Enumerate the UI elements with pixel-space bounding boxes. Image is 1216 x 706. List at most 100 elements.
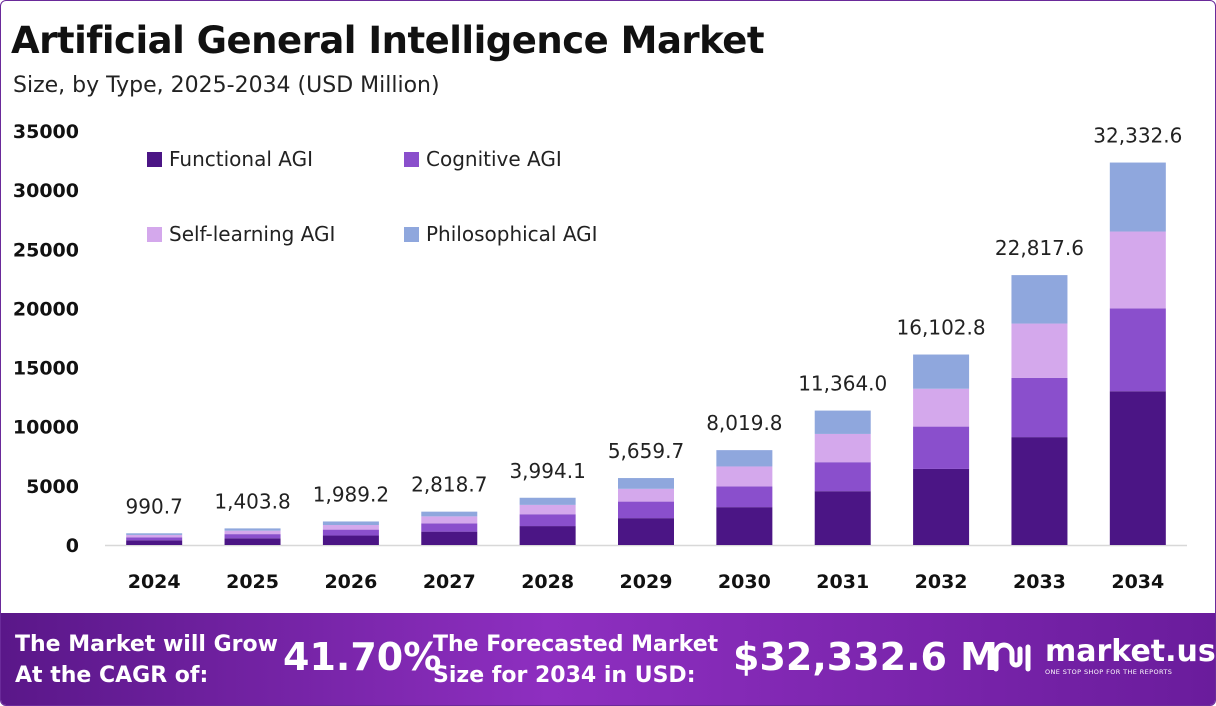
legend-swatch	[404, 151, 419, 167]
bar-total-label: 11,364.0	[798, 372, 887, 396]
y-tick-label: 15000	[13, 358, 79, 380]
bar-segment-cognitive-agi	[716, 486, 773, 508]
bar-segment-self-learning-agi	[1109, 231, 1166, 309]
bar-segment-philosophical-agi	[716, 450, 773, 467]
x-tick-label: 2031	[816, 571, 869, 593]
bar-segment-cognitive-agi	[1109, 308, 1166, 392]
legend-swatch	[147, 226, 162, 242]
logo-name: market.us	[1045, 634, 1216, 669]
x-tick-label: 2030	[718, 571, 771, 593]
legend-label: Philosophical AGI	[426, 222, 598, 246]
bar-total-label: 990.7	[126, 494, 183, 518]
bar-segment-philosophical-agi	[519, 497, 576, 505]
bar-segment-self-learning-agi	[126, 534, 183, 538]
legend-swatch	[404, 226, 419, 242]
bar-segment-self-learning-agi	[716, 466, 773, 487]
bar-segment-philosophical-agi	[814, 410, 871, 434]
chart-legend: Functional AGI Cognitive AGI Self-learning…	[147, 147, 647, 257]
bar-segment-functional-agi	[814, 491, 871, 545]
cagr-label-line2: At the CAGR of:	[15, 663, 209, 688]
bar-total-label: 2,818.7	[411, 473, 487, 497]
forecast-label-line2: Size for 2034 in USD:	[433, 663, 696, 688]
legend-label: Self-learning AGI	[169, 222, 336, 246]
bar-segment-philosophical-agi	[322, 521, 379, 526]
bar-segment-self-learning-agi	[1011, 323, 1068, 378]
cagr-label-line1: The Market will Grow	[15, 632, 278, 657]
bar-segment-functional-agi	[421, 531, 478, 545]
cagr-value: 41.70%	[283, 635, 442, 679]
legend-item: Philosophical AGI	[404, 222, 598, 246]
chart-title: Artificial General Intelligence Market	[11, 19, 765, 62]
legend-item: Cognitive AGI	[404, 147, 562, 171]
bar-segment-functional-agi	[126, 540, 183, 545]
bar-segment-functional-agi	[913, 468, 970, 545]
bar-segment-functional-agi	[224, 538, 281, 545]
y-tick-label: 25000	[13, 239, 79, 261]
x-tick-label: 2026	[324, 571, 377, 593]
legend-item: Self-learning AGI	[147, 222, 335, 246]
bar-total-label: 32,332.6	[1093, 124, 1182, 148]
bar-total-label: 8,019.8	[706, 411, 782, 435]
bar-segment-self-learning-agi	[618, 488, 674, 502]
forecast-label: The Forecasted Market Size for 2034 in U…	[433, 629, 718, 691]
bar-total-label: 16,102.8	[897, 316, 986, 340]
x-tick-label: 2027	[423, 571, 476, 593]
bar-segment-functional-agi	[716, 507, 773, 545]
chart-subtitle: Size, by Type, 2025-2034 (USD Million)	[13, 73, 440, 98]
y-tick-label: 0	[66, 535, 79, 557]
bar-segment-self-learning-agi	[322, 525, 379, 530]
bar-segment-philosophical-agi	[618, 478, 674, 489]
market-us-logo[interactable]: market.us ONE STOP SHOP FOR THE REPORTS	[991, 634, 1216, 677]
legend-swatch	[147, 151, 162, 167]
bar-segment-philosophical-agi	[126, 533, 183, 535]
y-tick-label: 5000	[26, 476, 79, 498]
x-tick-label: 2028	[521, 571, 574, 593]
x-tick-label: 2033	[1013, 571, 1066, 593]
bar-total-label: 3,994.1	[509, 459, 585, 483]
y-tick-label: 30000	[13, 180, 79, 202]
bar-segment-cognitive-agi	[814, 462, 871, 492]
legend-label: Functional AGI	[169, 147, 313, 171]
bar-segment-self-learning-agi	[519, 504, 576, 515]
bar-segment-self-learning-agi	[913, 388, 970, 427]
bar-segment-philosophical-agi	[421, 511, 478, 517]
bar-segment-cognitive-agi	[126, 537, 183, 541]
bar-segment-cognitive-agi	[618, 501, 674, 519]
bar-segment-functional-agi	[1011, 437, 1068, 545]
y-tick-label: 20000	[13, 298, 79, 320]
bar-segment-cognitive-agi	[519, 514, 576, 527]
x-tick-label: 2029	[620, 571, 673, 593]
stacked-bar-chart: 0 5000 10000 15000 20000 25000 30000 35000 990.7…	[13, 121, 1187, 593]
logo-tagline: ONE STOP SHOP FOR THE REPORTS	[1045, 668, 1173, 676]
bar-segment-philosophical-agi	[1011, 275, 1068, 324]
bar-segment-self-learning-agi	[421, 516, 478, 524]
bar-segment-cognitive-agi	[1011, 377, 1068, 438]
legend-item: Functional AGI	[147, 147, 313, 171]
bar-segment-cognitive-agi	[224, 534, 281, 539]
market-us-logo-icon	[993, 642, 1031, 672]
bar-segment-self-learning-agi	[814, 433, 871, 463]
y-tick-label: 35000	[13, 121, 79, 143]
bar-segment-cognitive-agi	[421, 523, 478, 532]
bar-segment-cognitive-agi	[322, 529, 379, 536]
bar-segment-functional-agi	[618, 518, 674, 545]
summary-banner: The Market will Grow At the CAGR of: 41.…	[1, 613, 1216, 705]
forecast-label-line1: The Forecasted Market	[433, 632, 719, 657]
bar-segment-self-learning-agi	[224, 530, 281, 535]
cagr-label: The Market will Grow At the CAGR of:	[15, 629, 278, 691]
bar-segment-functional-agi	[519, 526, 576, 545]
bar-segment-cognitive-agi	[913, 426, 970, 469]
y-tick-label: 10000	[13, 417, 79, 439]
bar-total-label: 5,659.7	[608, 439, 684, 463]
bar-segment-functional-agi	[1109, 391, 1166, 545]
x-tick-label: 2024	[128, 571, 181, 593]
bar-segment-philosophical-agi	[224, 528, 281, 531]
bar-total-label: 1,989.2	[313, 482, 389, 506]
x-tick-label: 2025	[226, 571, 279, 593]
x-tick-label: 2034	[1111, 571, 1164, 593]
bar-segment-philosophical-agi	[913, 354, 970, 389]
legend-label: Cognitive AGI	[426, 147, 562, 171]
bar-total-label: 22,817.6	[995, 236, 1084, 260]
bar-segment-philosophical-agi	[1109, 162, 1166, 232]
